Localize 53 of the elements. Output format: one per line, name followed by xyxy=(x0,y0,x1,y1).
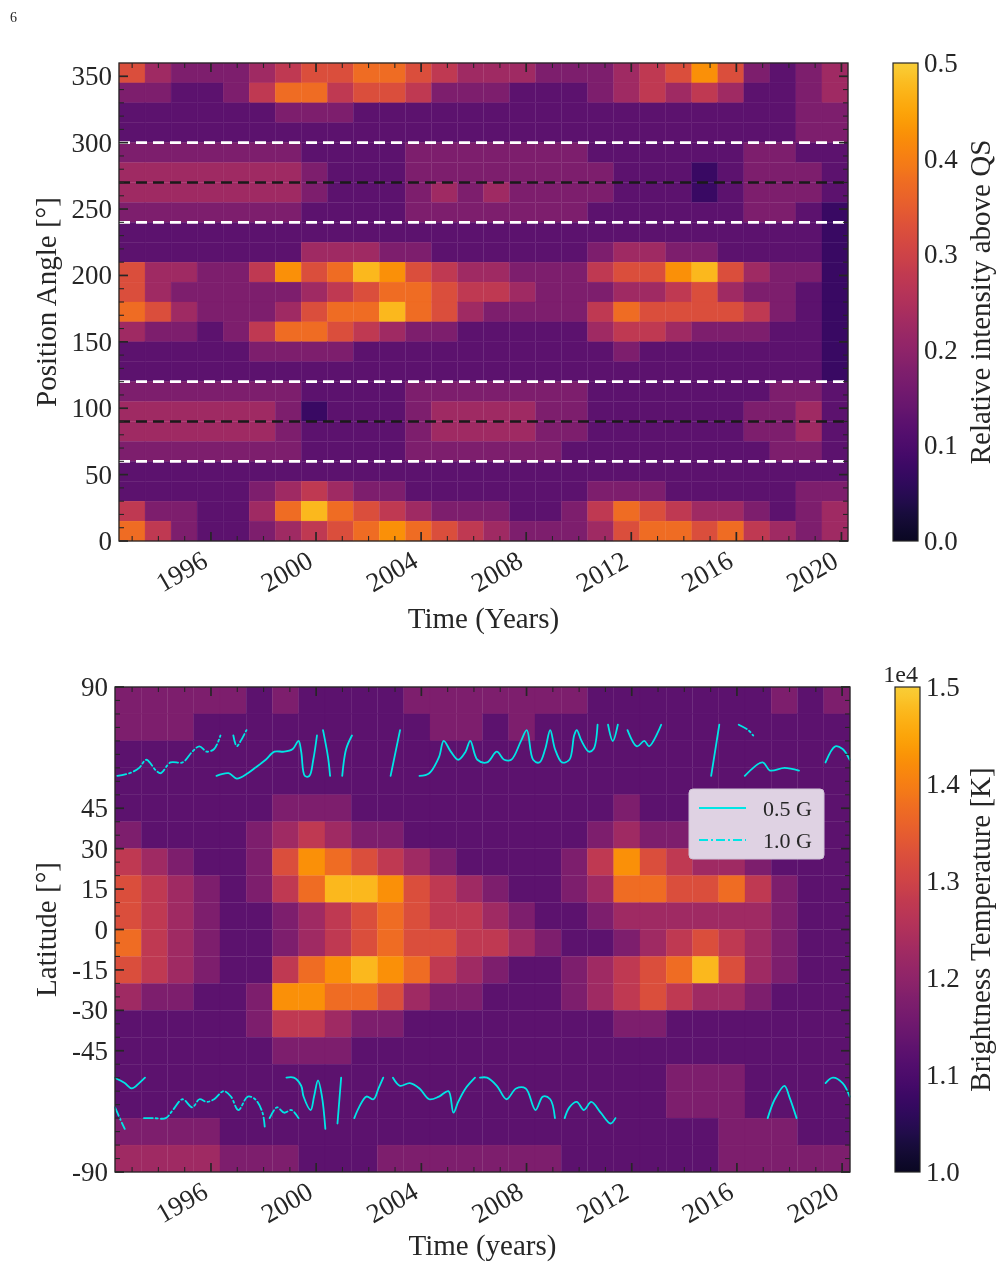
color-bar-label: 1.5 xyxy=(926,672,960,702)
y-tick-label: 250 xyxy=(71,194,112,225)
y-tick-label: 200 xyxy=(71,260,112,291)
text: 1e4 xyxy=(883,661,918,687)
x-axis-title: Time (years) xyxy=(408,1229,557,1262)
y-tick-label: 350 xyxy=(71,61,112,92)
text: 6 xyxy=(10,10,17,25)
color-bar-label: 1.2 xyxy=(926,963,960,993)
y-tick-label: -90 xyxy=(72,1157,108,1187)
y-tick-label: -15 xyxy=(72,954,108,985)
x-axis-title: Time (Years) xyxy=(407,602,560,635)
y-tick-label: 0 xyxy=(94,914,108,945)
x-tick-label: 2000 xyxy=(255,544,318,598)
y-tick-label: 45 xyxy=(81,793,108,824)
y-axis-title: Latitude [°] xyxy=(30,862,62,997)
legend-label: 0.5 G xyxy=(763,795,812,821)
x-tick-label: 2012 xyxy=(571,544,633,598)
color-bar-label: 0.3 xyxy=(924,239,958,270)
color-bar-label: 0.1 xyxy=(924,430,958,461)
color-bar-label: 0.4 xyxy=(924,143,959,174)
legend-label: 1.0 G xyxy=(763,827,812,853)
x-tick-label: 1996 xyxy=(150,544,213,598)
x-tick-label: 2008 xyxy=(466,544,528,598)
x-tick-label: 2004 xyxy=(360,544,424,598)
color-bar-title: Relative intensity above QS xyxy=(964,139,996,465)
x-tick-label: 2020 xyxy=(781,1175,844,1229)
x-tick-label: 2016 xyxy=(676,1175,739,1229)
y-tick-label: 300 xyxy=(71,127,112,158)
y-tick-label: 30 xyxy=(81,833,108,864)
y-tick-label: 100 xyxy=(71,393,112,424)
y-tick-label: 90 xyxy=(81,672,108,702)
color-bar-title: Brightness Temperature [K] xyxy=(964,767,996,1092)
y-tick-label: 50 xyxy=(85,459,112,490)
y-tick-label: -45 xyxy=(72,1035,108,1066)
x-tick-label: 2012 xyxy=(571,1175,634,1229)
color-bar-label: 1.1 xyxy=(926,1060,960,1090)
color-bar-label: 1.3 xyxy=(926,866,960,896)
y-tick-label: 0 xyxy=(98,526,112,556)
y-axis-title: Position Angle [°] xyxy=(30,197,62,407)
x-tick-label: 2020 xyxy=(781,544,844,598)
y-tick-label: -30 xyxy=(72,995,108,1026)
color-bar-label: 1.4 xyxy=(926,769,961,799)
color-bar-label: 0.2 xyxy=(924,334,958,365)
color-bar-label: 0.5 xyxy=(924,48,958,78)
x-tick-label: 1996 xyxy=(150,1175,213,1229)
y-tick-label: 15 xyxy=(81,874,108,905)
color-bar-label: 0.0 xyxy=(924,526,958,556)
x-tick-label: 2016 xyxy=(676,544,738,598)
x-tick-label: 2004 xyxy=(361,1175,424,1229)
x-tick-label: 2000 xyxy=(256,1175,318,1229)
color-bar-label: 1.0 xyxy=(926,1157,960,1187)
y-tick-label: 150 xyxy=(71,326,112,357)
x-tick-label: 2008 xyxy=(466,1175,529,1229)
